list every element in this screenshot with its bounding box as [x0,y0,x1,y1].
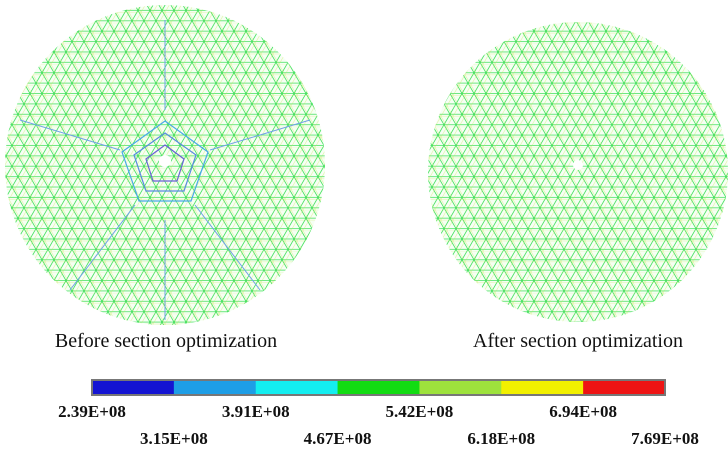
colorbar-label: 7.69E+08 [631,429,699,448]
mesh-before [0,0,330,330]
colorbar-segment [256,380,338,395]
colorbar-label: 3.15E+08 [140,429,208,448]
figure: Before section optimization After sectio… [0,0,728,454]
colorbar-label: 3.91E+08 [222,402,290,421]
colorbar: 2.39E+08 3.15E+08 3.91E+08 4.67E+08 5.42E+08… [58,380,699,448]
colorbar-label: 4.67E+08 [304,429,372,448]
colorbar-label: 2.39E+08 [58,402,126,421]
colorbar-label: 5.42E+08 [386,402,454,421]
colorbar-segment [92,380,174,395]
colorbar-segment [174,380,256,395]
colorbar-segment [419,380,501,395]
colorbar-label: 6.18E+08 [467,429,535,448]
colorbar-label: 6.94E+08 [549,402,617,421]
mesh-after [420,15,728,335]
colorbar-segment [583,380,665,395]
caption: After section optimization [473,330,683,352]
colorbar-segment [338,380,420,395]
colorbar-segment [501,380,583,395]
caption: Before section optimization [55,330,277,352]
